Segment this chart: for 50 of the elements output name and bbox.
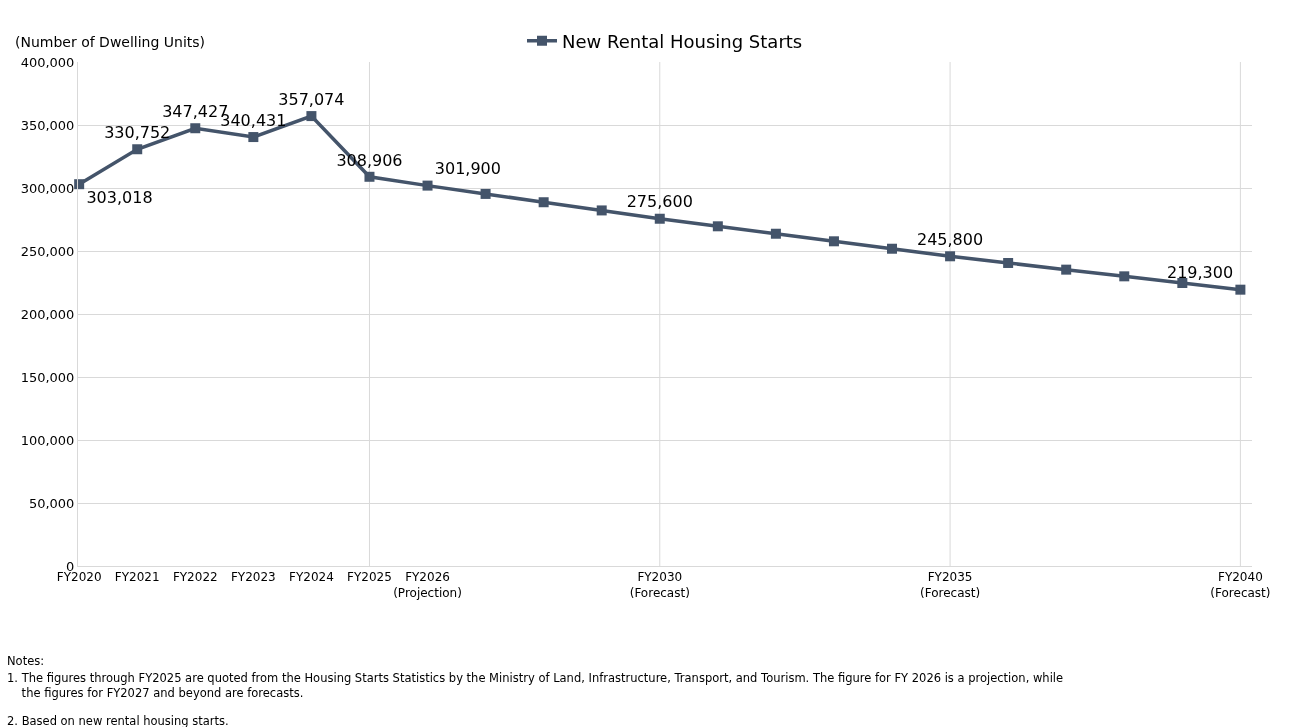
point xyxy=(887,243,898,254)
point xyxy=(248,132,259,143)
y-tick-label: 150,000 xyxy=(20,369,75,385)
point xyxy=(596,205,607,216)
point xyxy=(1061,264,1072,275)
point xyxy=(364,171,375,182)
point xyxy=(1235,284,1246,295)
x-tick-label: FY2030 (Forecast) xyxy=(629,570,690,600)
y-tick-label: 300,000 xyxy=(20,180,75,196)
x-tick-label: FY2022 xyxy=(172,570,218,585)
x-tick-label: FY2035 (Forecast) xyxy=(920,570,981,600)
point xyxy=(132,144,143,155)
data-label: 245,800 xyxy=(916,230,984,250)
x-tick-label: FY2025 xyxy=(347,570,392,585)
point xyxy=(654,213,665,224)
x-tick-label: FY2021 xyxy=(114,570,160,585)
y-tick-label: 250,000 xyxy=(20,243,75,259)
x-tick-label: FY2023 xyxy=(230,570,276,585)
data-label: 303,018 xyxy=(86,188,153,208)
point xyxy=(422,180,433,191)
point xyxy=(190,123,201,134)
data-label: 357,074 xyxy=(278,89,345,109)
x-tick-label: FY2024 xyxy=(289,570,334,585)
legend-label: New Rental Housing Starts xyxy=(562,30,803,52)
point xyxy=(480,188,491,199)
x-tick-label: FY2020 xyxy=(56,570,102,585)
data-label: 330,752 xyxy=(104,123,171,142)
data-label: 301,900 xyxy=(434,159,501,179)
y-tick-label: 100,000 xyxy=(20,432,75,448)
y-tick-label: 350,000 xyxy=(20,117,75,133)
point xyxy=(770,228,781,239)
point xyxy=(712,221,723,232)
data-label: 219,300 xyxy=(1166,263,1234,283)
y-tick-label: 400,000 xyxy=(20,54,75,70)
point xyxy=(306,111,317,122)
text: Notes: xyxy=(7,654,45,668)
y-tick-label: 200,000 xyxy=(20,306,75,322)
point xyxy=(74,179,85,190)
x-tick-label: FY2026 (Projection) xyxy=(393,570,462,600)
text: 1. The figures through FY2025 are quoted from the Housing Starts Statistics by the Ministry of Land, Infrastructure, Transport, and Tourism. The figure for FY 2026 is a projection, while the figures for FY2027 and beyond are forecasts. xyxy=(7,671,1064,700)
data-label: 275,600 xyxy=(626,192,693,212)
point xyxy=(538,197,549,208)
text: 2. Based on new rental housing starts. xyxy=(7,714,229,727)
point xyxy=(945,251,956,262)
point xyxy=(1119,271,1130,282)
y-axis-title: (Number of Dwelling Units) xyxy=(15,34,206,50)
point xyxy=(828,236,839,247)
y-tick-label: 50,000 xyxy=(28,495,75,511)
x-tick-label: FY2040 (Forecast) xyxy=(1210,570,1271,600)
point xyxy=(1003,257,1014,268)
